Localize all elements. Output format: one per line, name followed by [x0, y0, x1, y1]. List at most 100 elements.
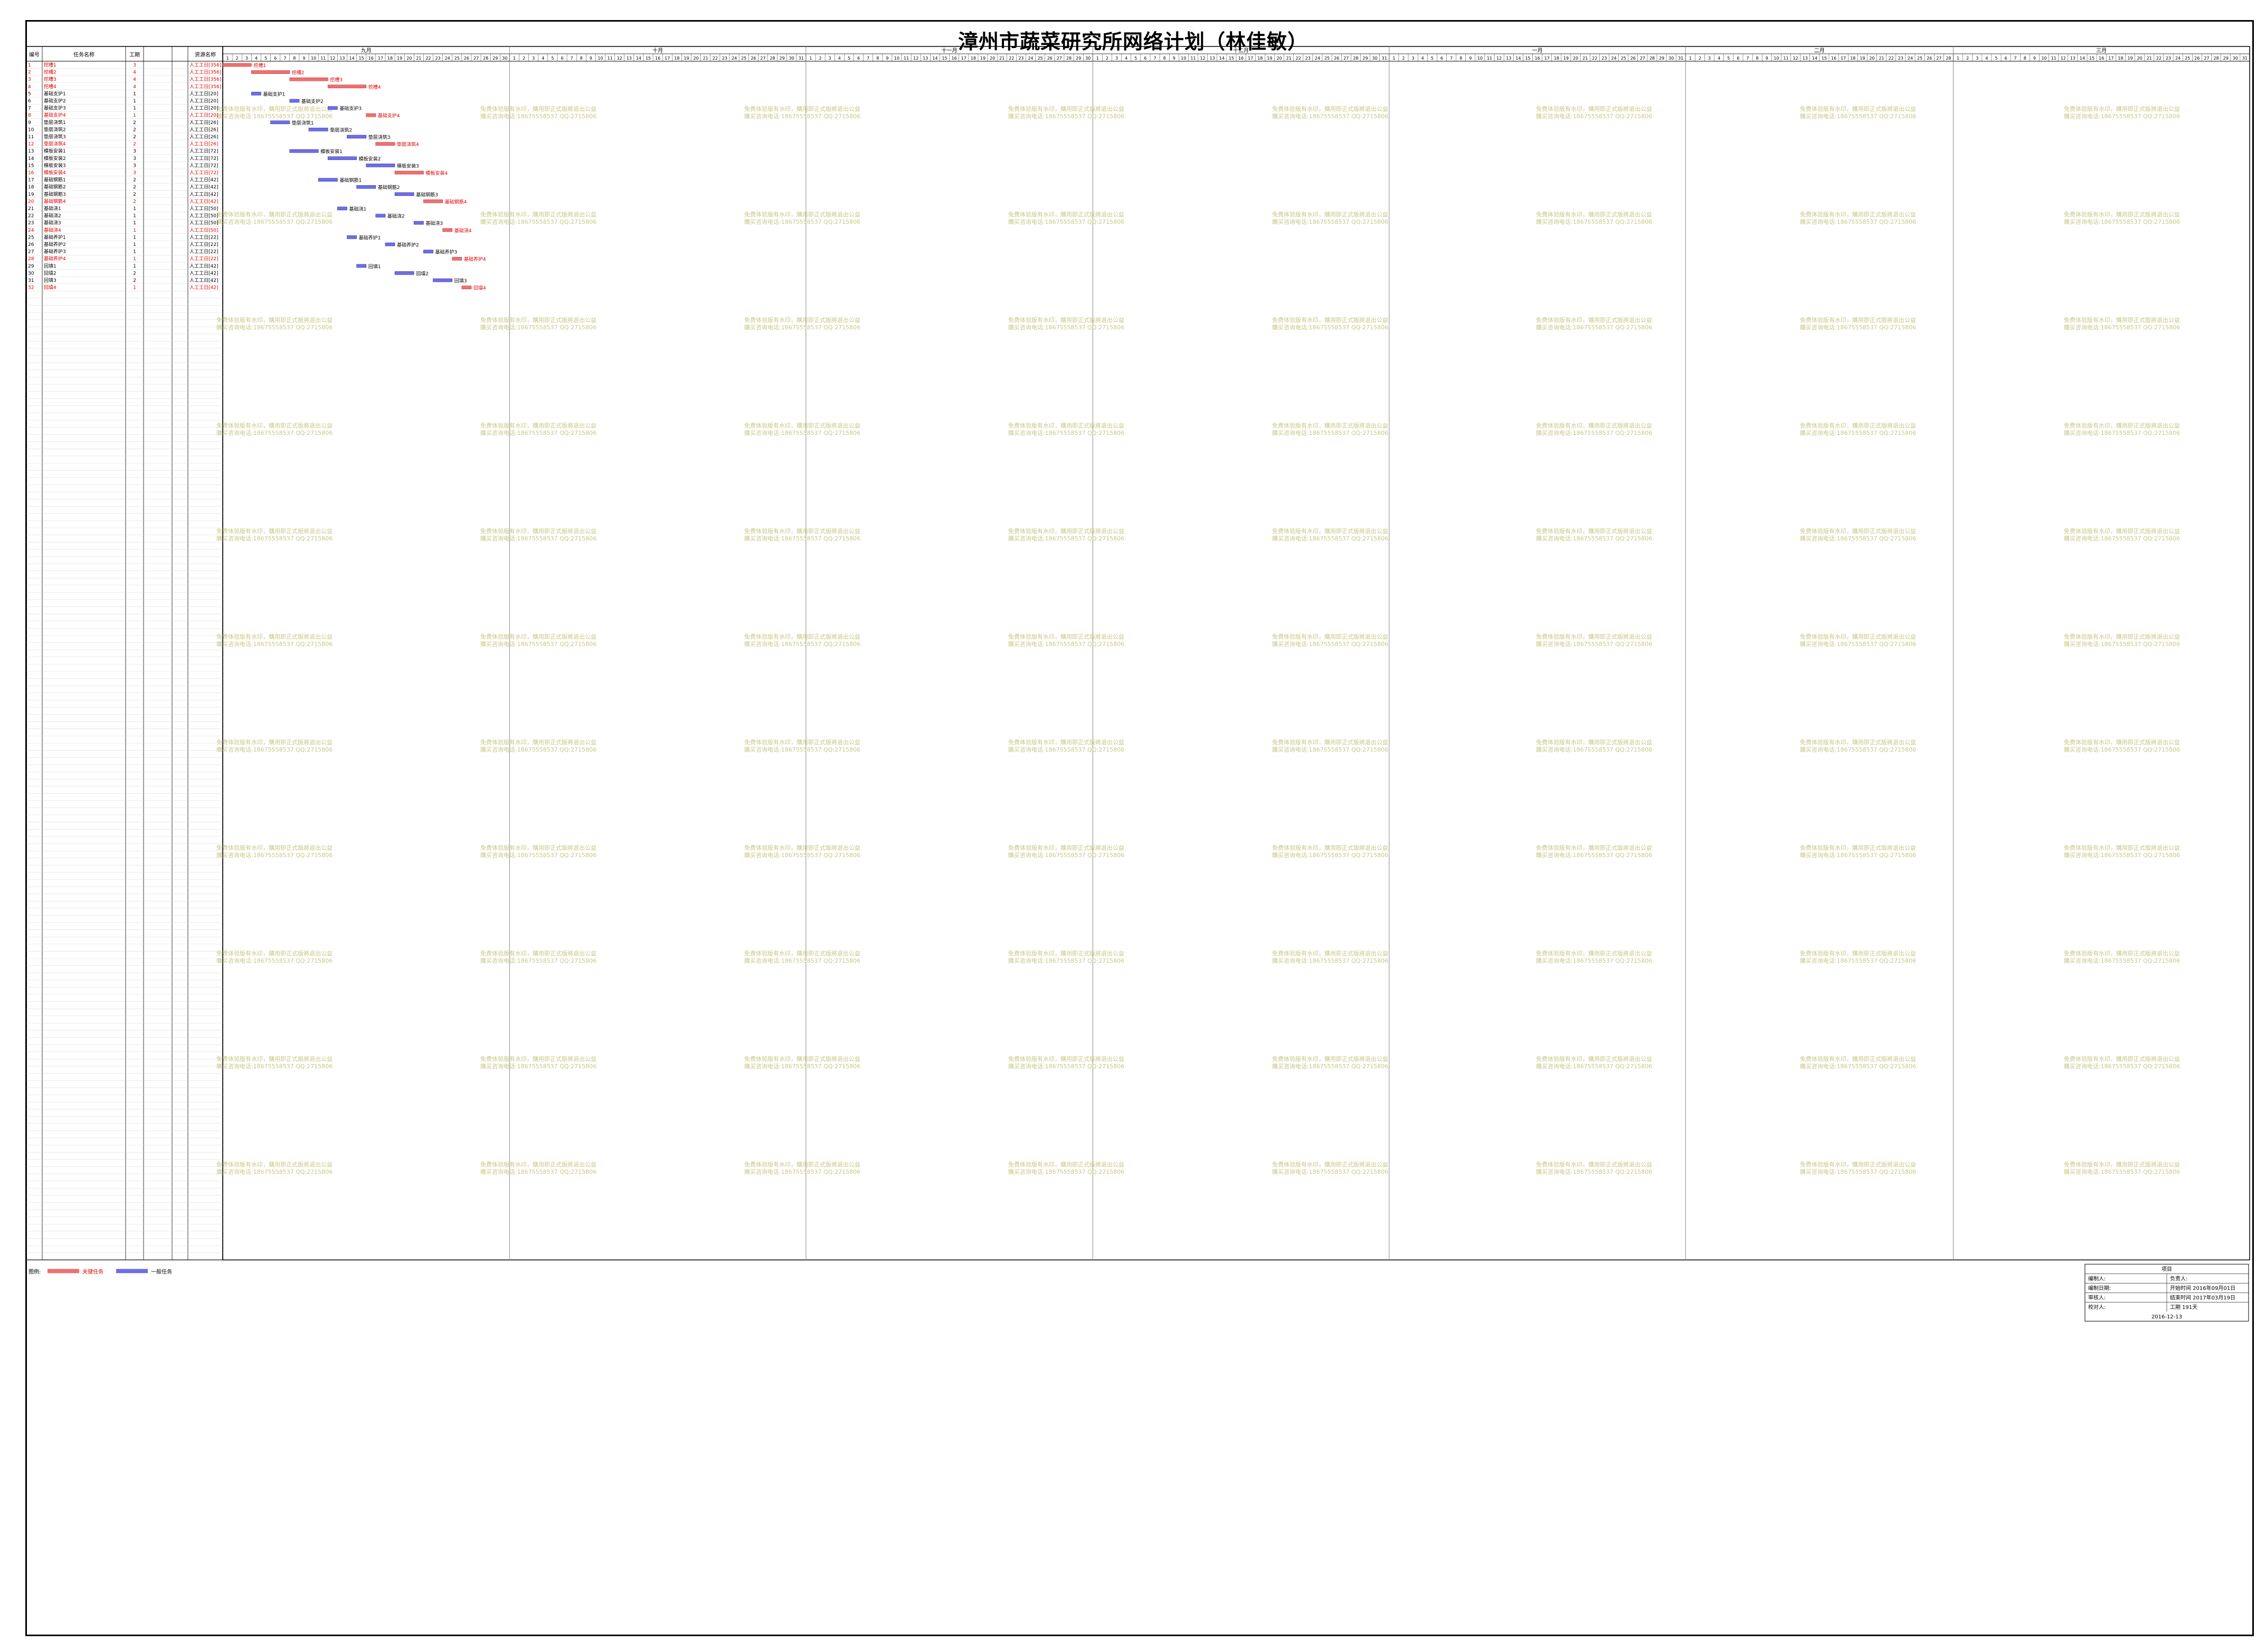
timeline-area — [222, 46, 2250, 1260]
day-label: 14 — [636, 56, 641, 61]
day-label: 24 — [2175, 56, 2180, 61]
task-id: 30 — [28, 271, 34, 276]
task-bar-label: 基础钢筋1 — [339, 177, 362, 184]
day-label: 1 — [809, 56, 812, 61]
watermark-text: 購买咨询电话:18675558537 QQ:2715806 — [1800, 851, 1916, 859]
day-label: 24 — [1611, 56, 1616, 61]
day-label: 18 — [674, 56, 679, 61]
task-name: 模板安装2 — [44, 155, 66, 162]
watermark-text: 購买咨询电话:18675558537 QQ:2715806 — [744, 324, 860, 331]
day-label: 14 — [1515, 56, 1521, 61]
watermark-text: 購买咨询电话:18675558537 QQ:2715806 — [480, 1062, 596, 1070]
day-label: 29 — [1659, 56, 1664, 61]
day-label: 15 — [1525, 56, 1530, 61]
day-label: 18 — [387, 56, 393, 61]
day-label: 24 — [1028, 56, 1033, 61]
task-name: 基础钢筋3 — [44, 191, 66, 197]
month-label: 二月 — [1814, 48, 1825, 54]
watermark-text: 免费体验版有水印，購用即正式版將退出公益 — [216, 950, 333, 957]
day-label: 29 — [492, 56, 498, 61]
watermark-text: 購买咨询电话:18675558537 QQ:2715806 — [1800, 324, 1916, 331]
day-label: 10 — [894, 56, 899, 61]
watermark-text: 購买咨询电话:18675558537 QQ:2715806 — [1536, 851, 1652, 859]
chart-frame — [25, 20, 2254, 1636]
day-label: 21 — [703, 56, 708, 61]
task-bar-label: 挖槽2 — [292, 70, 305, 76]
task-id: 10 — [28, 127, 34, 132]
task-bar-label: 垫层浇筑1 — [292, 120, 314, 126]
task-name: 挖槽3 — [44, 76, 56, 82]
task-resource: 人工工日[42] — [189, 184, 218, 190]
task-bar — [452, 257, 462, 261]
watermark-text: 免费体验版有水印，購用即正式版將退出公益 — [1536, 422, 1652, 429]
watermark-text: 免费体验版有水印，購用即正式版將退出公益 — [2064, 844, 2180, 851]
task-id: 5 — [28, 91, 31, 97]
day-label: 15 — [942, 56, 947, 61]
task-bar-label: 基础钢筋4 — [445, 198, 467, 205]
day-label: 12 — [1496, 56, 1502, 61]
day-label: 11 — [320, 56, 326, 61]
watermark-text: 免费体验版有水印，購用即正式版將退出公益 — [1008, 105, 1124, 112]
watermark-text: 免费体验版有水印，購用即正式版將退出公益 — [1008, 527, 1124, 535]
task-id: 19 — [28, 192, 34, 197]
task-duration: 3 — [133, 156, 136, 162]
day-label: 29 — [1076, 56, 1081, 61]
legend-normal-swatch — [116, 1269, 148, 1274]
watermark-text: 購买咨询电话:18675558537 QQ:2715806 — [480, 218, 596, 225]
watermark-text: 購买咨询电话:18675558537 QQ:2715806 — [1800, 1168, 1916, 1175]
task-name: 基础支护3 — [44, 105, 66, 111]
day-label: 20 — [1573, 56, 1578, 61]
watermark-text: 免费体验版有水印，購用即正式版將退出公益 — [480, 316, 596, 324]
day-label: 26 — [1334, 56, 1339, 61]
watermark-text: 購买咨询电话:18675558537 QQ:2715806 — [2064, 112, 2180, 120]
watermark-text: 購买咨询电话:18675558537 QQ:2715806 — [480, 535, 596, 542]
task-bar-label: 模板安装4 — [425, 170, 448, 176]
task-id: 24 — [28, 228, 34, 233]
task-name: 基础浇2 — [44, 213, 61, 219]
watermark-text: 免费体验版有水印，購用即正式版將退出公益 — [1800, 316, 1916, 324]
day-label: 27 — [1936, 56, 1941, 61]
task-id: 23 — [28, 221, 34, 226]
watermark-text: 免费体验版有水印，購用即正式版將退出公益 — [744, 844, 860, 851]
day-label: 3 — [245, 56, 248, 61]
day-label: 5 — [1431, 56, 1434, 61]
watermark-text: 購买咨询电话:18675558537 QQ:2715806 — [2064, 1168, 2180, 1175]
info-box-date: 2016-12-13 — [2151, 1314, 2182, 1320]
watermark-text: 購买咨询电话:18675558537 QQ:2715806 — [1536, 957, 1652, 964]
day-label: 31 — [1678, 56, 1683, 61]
day-label: 5 — [264, 56, 267, 61]
task-bar-label: 基础养护2 — [397, 242, 419, 248]
task-resource: 人工工日[356] — [189, 77, 221, 82]
watermark-text: 購买咨询电话:18675558537 QQ:2715806 — [1008, 1062, 1124, 1070]
task-name: 垫层浇筑2 — [44, 126, 66, 132]
day-label: 16 — [1831, 56, 1836, 61]
task-bar-label: 回填1 — [368, 263, 381, 270]
task-id: 27 — [28, 250, 34, 255]
info-box-right: 结束时间 2017年03月19日 — [2170, 1294, 2235, 1301]
day-label: 12 — [330, 56, 335, 61]
day-label: 4 — [542, 56, 544, 61]
day-label: 30 — [502, 56, 507, 61]
day-label: 11 — [904, 56, 909, 61]
task-bar-label: 基础支护3 — [339, 106, 362, 112]
watermark-text: 免费体验版有水印，購用即正式版將退出公益 — [480, 950, 596, 957]
legend-label: 图例: — [29, 1268, 41, 1275]
day-label: 13 — [1210, 56, 1215, 61]
task-bar-label: 挖槽3 — [330, 77, 343, 83]
watermark-text: 購买咨询电话:18675558537 QQ:2715806 — [1800, 746, 1916, 753]
day-label: 27 — [2204, 56, 2209, 61]
task-name: 基础养护4 — [44, 255, 66, 262]
watermark-text: 免费体验版有水印，購用即正式版將退出公益 — [1272, 633, 1388, 640]
day-label: 22 — [1296, 56, 1301, 61]
watermark-text: 免费体验版有水印，購用即正式版將退出公益 — [744, 950, 860, 957]
task-id: 3 — [28, 77, 31, 82]
task-duration: 1 — [133, 106, 136, 111]
watermark-text: 免费体验版有水印，購用即正式版將退出公益 — [1536, 211, 1652, 218]
watermark-text: 購买咨询电话:18675558537 QQ:2715806 — [480, 746, 596, 753]
day-label: 20 — [1276, 56, 1282, 61]
watermark-text: 免费体验版有水印，購用即正式版將退出公益 — [1272, 844, 1388, 851]
day-label: 20 — [1869, 56, 1874, 61]
task-duration: 1 — [133, 214, 136, 219]
day-label: 19 — [2127, 56, 2132, 61]
info-box-left: 编制日期: — [2088, 1285, 2111, 1292]
